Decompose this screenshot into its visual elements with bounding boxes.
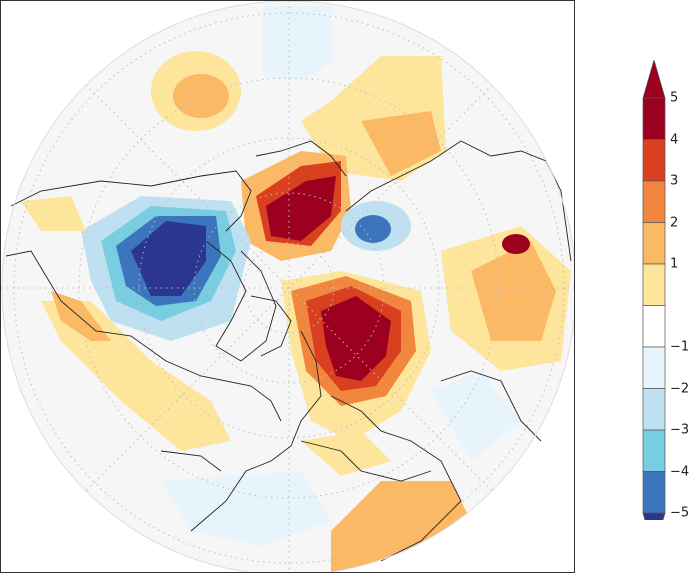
- colorbar-bin: [642, 346, 666, 389]
- cold-anomaly-area: [431, 371, 521, 461]
- colorbar-tick-label: 2: [670, 215, 679, 230]
- colorbar-scale: [642, 58, 666, 553]
- colorbar-bin: [642, 97, 666, 140]
- warm-anomaly-area: [301, 431, 391, 476]
- map-boundary: [1, 1, 574, 572]
- polar-map-canvas: [1, 1, 574, 572]
- coastline: [160, 450, 222, 472]
- colorbar-tick-label: 1: [670, 256, 679, 272]
- warm-anomaly-area: [361, 111, 441, 176]
- coastline: [440, 370, 542, 442]
- colorbar-bin: [642, 222, 666, 265]
- colorbar-tick-label: 5: [670, 90, 679, 106]
- warm-anomaly-area: [266, 176, 336, 241]
- warm-anomaly-area: [173, 74, 229, 118]
- colorbar-tick-label: −3: [670, 422, 690, 438]
- colorbar-tick-label: −4: [670, 464, 690, 479]
- coastline: [190, 330, 322, 532]
- cold-anomaly-area: [355, 215, 391, 243]
- colorbar-bin: [642, 305, 666, 348]
- colorbar-over-triangle: [642, 58, 666, 99]
- warm-anomaly-area: [502, 234, 530, 254]
- colorbar-bin: [642, 471, 666, 514]
- coastline: [255, 140, 347, 177]
- colorbar-legend: 5 4 3 2 1 −1 −2 −3 −4 −5: [640, 58, 692, 553]
- graticule: [1, 1, 574, 572]
- colorbar-bin: [642, 139, 666, 182]
- cold-anomaly-area: [263, 6, 333, 81]
- colorbar-bin: [642, 263, 666, 306]
- cold-anomaly-area: [131, 221, 206, 296]
- coastline: [330, 395, 462, 562]
- cold-anomaly-area: [161, 471, 331, 546]
- coastline: [300, 440, 432, 482]
- coastline: [10, 170, 252, 232]
- colorbar-bin: [642, 388, 666, 431]
- coastline: [250, 295, 292, 357]
- coastline: [205, 240, 277, 362]
- colorbar-under-triangle: [642, 512, 666, 553]
- colorbar-tick-label: 4: [670, 132, 679, 147]
- warm-anomaly-area: [321, 296, 391, 381]
- colorbar-tick-label: −1: [670, 339, 690, 355]
- colorbar-tick-label: −2: [670, 381, 690, 396]
- colorbar-tick-label: −5: [670, 505, 690, 521]
- warm-anomaly-area: [51, 291, 111, 341]
- warm-anomaly-area: [471, 241, 556, 341]
- coastline: [5, 250, 282, 422]
- colorbar-bin: [642, 429, 666, 472]
- colorbar-tick-label: 3: [670, 173, 679, 189]
- anomaly-field: [21, 6, 571, 572]
- colorbar-bin: [642, 180, 666, 223]
- anomaly-map: [0, 0, 575, 573]
- warm-anomaly-area: [21, 196, 86, 231]
